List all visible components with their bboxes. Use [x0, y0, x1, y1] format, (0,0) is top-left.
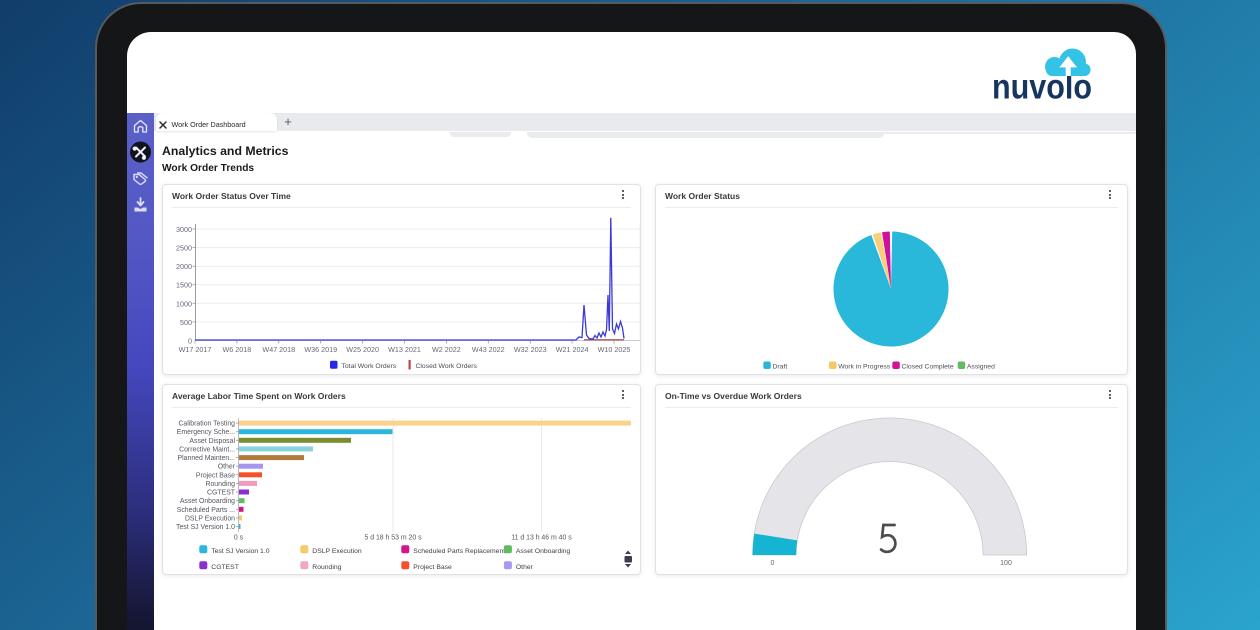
svg-text:11 d 13 h 46 m 40 s: 11 d 13 h 46 m 40 s [511, 535, 572, 542]
svg-text:W10 2025: W10 2025 [598, 345, 631, 354]
svg-text:W25 2020: W25 2020 [346, 345, 379, 354]
svg-text:W36 2019: W36 2019 [304, 345, 337, 354]
svg-text:2000: 2000 [176, 262, 192, 271]
svg-text:Emergency Sche...: Emergency Sche... [177, 429, 235, 436]
svg-text:W13 2021: W13 2021 [388, 345, 421, 354]
svg-text:Other: Other [516, 564, 534, 571]
svg-text:Project Base: Project Base [196, 472, 235, 479]
svg-text:Work in Progress: Work in Progress [838, 363, 891, 370]
svg-text:Scheduled Parts Replacement: Scheduled Parts Replacement [413, 548, 505, 555]
svg-text:Scheduled Parts ...: Scheduled Parts ... [177, 507, 235, 514]
svg-text:Test SJ Version 1.0: Test SJ Version 1.0 [176, 524, 235, 531]
svg-text:0: 0 [188, 337, 192, 346]
svg-text:Draft: Draft [773, 363, 788, 370]
svg-text:Planned Mainten...: Planned Mainten... [178, 455, 236, 462]
svg-text:W21 2024: W21 2024 [556, 345, 589, 354]
svg-text:Rounding: Rounding [312, 564, 341, 571]
svg-text:CGTEST: CGTEST [207, 490, 236, 497]
svg-text:Corrective Maint...: Corrective Maint... [179, 446, 235, 453]
svg-text:W17 2017: W17 2017 [179, 345, 212, 354]
svg-text:W47 2018: W47 2018 [262, 345, 295, 354]
svg-text:DSLP Execution: DSLP Execution [185, 515, 235, 522]
svg-text:5 d 18 h 53 m 20 s: 5 d 18 h 53 m 20 s [364, 535, 422, 542]
svg-text:0: 0 [771, 560, 775, 567]
svg-text:1000: 1000 [176, 299, 192, 308]
svg-text:Closed Complete: Closed Complete [902, 363, 954, 370]
svg-text:Asset Disposal: Asset Disposal [189, 438, 235, 445]
svg-text:DSLP Execution: DSLP Execution [312, 548, 362, 555]
svg-text:Test SJ Version 1.0: Test SJ Version 1.0 [211, 548, 269, 555]
svg-text:100: 100 [1000, 560, 1012, 567]
svg-text:1500: 1500 [176, 281, 192, 290]
svg-text:CGTEST: CGTEST [211, 564, 239, 571]
svg-text:Asset Onboarding: Asset Onboarding [180, 498, 235, 505]
svg-text:500: 500 [180, 318, 192, 327]
svg-text:W6 2018: W6 2018 [223, 345, 252, 354]
svg-text:W32 2023: W32 2023 [514, 345, 547, 354]
svg-text:Total Work Orders: Total Work Orders [342, 363, 397, 370]
svg-text:Other: Other [218, 464, 236, 471]
svg-text:W2 2022: W2 2022 [432, 345, 461, 354]
svg-text:Closed Work Orders: Closed Work Orders [416, 363, 478, 370]
svg-text:Asset Onboarding: Asset Onboarding [516, 548, 571, 555]
svg-text:W43 2022: W43 2022 [472, 345, 505, 354]
svg-text:Rounding: Rounding [205, 481, 235, 488]
svg-text:Calibration Testing: Calibration Testing [178, 421, 235, 428]
svg-text:3000: 3000 [176, 225, 192, 234]
svg-text:0 s: 0 s [234, 535, 244, 542]
svg-text:2500: 2500 [176, 244, 192, 253]
svg-text:Project Base: Project Base [413, 564, 452, 571]
svg-text:Assigned: Assigned [967, 363, 995, 370]
